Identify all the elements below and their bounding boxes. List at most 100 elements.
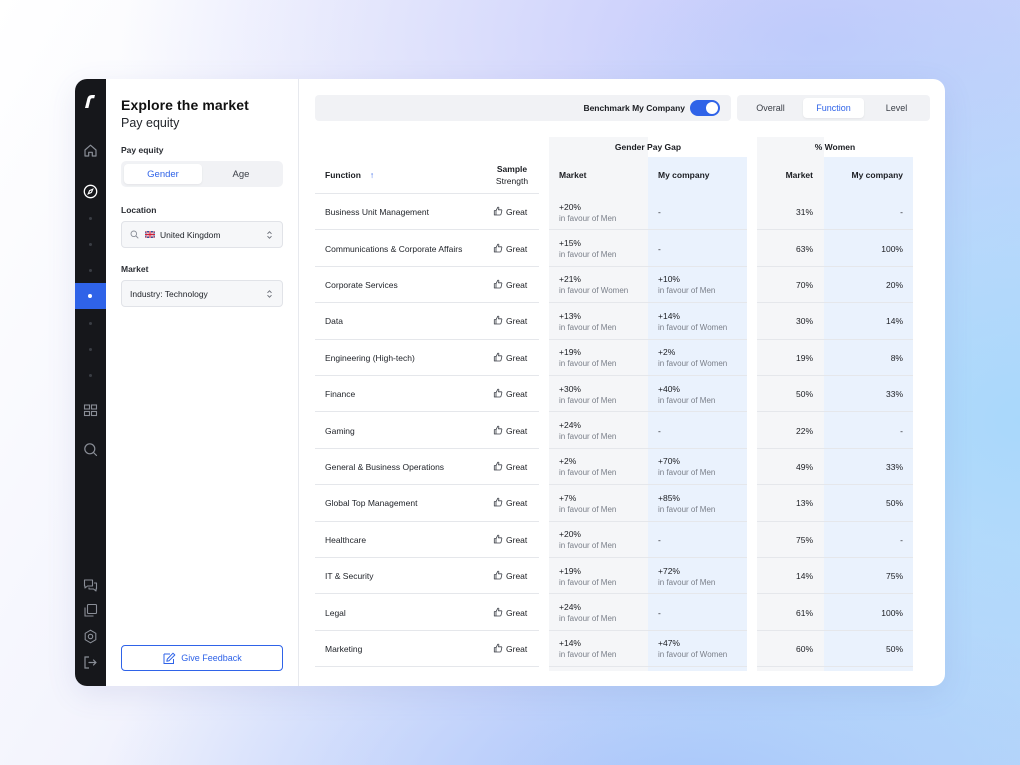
gap-market-cell: +19% in favour of Men — [559, 340, 644, 376]
give-feedback-label: Give Feedback — [181, 653, 242, 663]
strength-label: Great — [506, 243, 528, 254]
table-row[interactable]: Data Great +13% in favour of Men +14% in favo… — [315, 303, 915, 340]
thumbs-up-icon — [493, 461, 503, 473]
function-name: Business Unit Management — [325, 207, 429, 218]
thumbs-up-icon — [493, 243, 503, 255]
nav-dot[interactable] — [89, 348, 92, 351]
table-row[interactable]: Legal Great +24% in favour of Men - 61% 100% — [315, 594, 915, 631]
gap-market-note: in favour of Men — [559, 250, 617, 260]
sort-ascending-icon[interactable]: ↑ — [369, 170, 375, 180]
gap-company-cell: +14% in favour of Women — [658, 303, 744, 339]
gap-market-cell: +13% in favour of Men — [559, 303, 644, 339]
gap-company-cell: - — [658, 230, 744, 266]
market-label: Market — [121, 264, 149, 274]
benchmark-toggle[interactable] — [690, 100, 720, 116]
view-tabs: Overall Function Level — [737, 95, 930, 121]
nav-dot[interactable] — [89, 322, 92, 325]
table-row[interactable]: Business Unit Management Great +20% in favo… — [315, 194, 915, 231]
market-select[interactable]: Industry: Technology — [121, 280, 283, 307]
gap-company-value: +47% — [658, 638, 680, 649]
function-name: Legal — [325, 607, 346, 618]
table-row[interactable]: Communications & Corporate Affairs Great +… — [315, 230, 915, 267]
gap-market-value: +19% — [559, 347, 581, 358]
gap-company-cell: +85% in favour of Men — [658, 485, 744, 521]
table-row[interactable]: IT & Security Great +19% in favour of Men +7… — [315, 558, 915, 595]
table-row[interactable]: Engineering (High-tech) Great +19% in favou… — [315, 340, 915, 376]
segment-gender[interactable]: Gender — [124, 164, 202, 184]
women-market-cell: 30% — [795, 316, 813, 327]
gap-market-note: in favour of Men — [559, 650, 617, 660]
compass-icon[interactable] — [82, 183, 99, 200]
main-content: Benchmark My Company Overall Function Le… — [299, 79, 945, 686]
gap-company-cell: - — [658, 522, 744, 558]
gap-company-value: - — [658, 243, 661, 254]
sample-strength: Great — [493, 485, 543, 521]
gap-market-cell: +19% in favour of Men — [559, 558, 644, 594]
tab-level[interactable]: Level — [885, 103, 908, 113]
women-market-header: Market — [785, 170, 813, 180]
women-company-cell: 100% — [881, 243, 903, 254]
gap-company-cell: +47% in favour of Women — [658, 631, 744, 667]
nav-item-active[interactable] — [75, 283, 106, 309]
function-name: Global Top Management — [325, 498, 418, 509]
strength-label: Great — [506, 425, 528, 436]
segment-age[interactable]: Age — [232, 168, 250, 180]
gap-market-value: +15% — [559, 238, 581, 249]
women-company-cell: 20% — [885, 279, 903, 290]
sample-strength: Great — [493, 449, 543, 485]
give-feedback-button[interactable]: Give Feedback — [121, 645, 283, 671]
strength-label: Great — [506, 461, 528, 472]
nav-dot[interactable] — [89, 217, 92, 220]
tab-overall[interactable]: Overall — [756, 103, 785, 113]
gap-company-value: +10% — [658, 274, 680, 285]
table-row[interactable]: Healthcare Great +20% in favour of Men - 75% - — [315, 522, 915, 558]
thumbs-up-icon — [493, 315, 503, 327]
copy-icon[interactable] — [82, 602, 99, 619]
benchmark-bar: Benchmark My Company — [315, 95, 731, 121]
grid-icon[interactable] — [82, 402, 99, 419]
settings-icon[interactable] — [82, 628, 99, 645]
search-icon[interactable] — [82, 441, 99, 458]
nav-dot[interactable] — [89, 269, 92, 272]
location-select[interactable]: United Kingdom — [121, 221, 283, 248]
nav-dot[interactable] — [89, 374, 92, 377]
strength-label: Great — [506, 571, 528, 582]
gap-market-cell: +15% in favour of Men — [559, 230, 644, 266]
gap-market-value: +21% — [559, 274, 581, 285]
gender-age-toggle: Gender Age — [121, 161, 283, 187]
logout-icon[interactable] — [82, 654, 99, 671]
tab-function[interactable]: Function — [803, 98, 864, 118]
gap-company-cell: +40% in favour of Men — [658, 376, 744, 412]
gap-market-cell: +24% in favour of Men — [559, 594, 644, 630]
gap-company-note: in favour of Men — [658, 468, 716, 478]
table-row[interactable]: Finance Great +30% in favour of Men +40% in f… — [315, 376, 915, 413]
table-row[interactable]: Global Top Management Great +7% in favour o… — [315, 485, 915, 522]
gap-market-note: in favour of Men — [559, 213, 617, 223]
gap-market-note: in favour of Men — [559, 432, 617, 442]
function-name: Gaming — [325, 425, 355, 436]
gap-company-value: - — [658, 607, 661, 618]
table-row[interactable]: Marketing Great +14% in favour of Men +47% in… — [315, 631, 915, 668]
women-market-cell: 14% — [795, 571, 813, 582]
table-row[interactable]: Gaming Great +24% in favour of Men - 22% - — [315, 412, 915, 449]
chevron-updown-icon — [267, 290, 272, 298]
gap-company-note: in favour of Men — [658, 286, 716, 296]
women-company-cell: 50% — [885, 498, 903, 509]
gap-company-value: +14% — [658, 310, 680, 321]
women-company-cell: 50% — [885, 643, 903, 654]
function-name: Marketing — [325, 643, 363, 654]
table-row[interactable]: General & Business Operations Great +2% in … — [315, 449, 915, 486]
chat-icon[interactable] — [82, 577, 99, 594]
location-value: United Kingdom — [160, 229, 221, 240]
logo-icon[interactable] — [81, 92, 99, 110]
function-name: Data — [325, 316, 343, 327]
gap-market-value: +19% — [559, 565, 581, 576]
nav-dot[interactable] — [89, 243, 92, 246]
table-row[interactable]: Corporate Services Great +21% in favour of … — [315, 267, 915, 304]
women-company-cell: 8% — [890, 352, 903, 363]
gap-market-value: +24% — [559, 602, 581, 613]
gap-market-cell: +7% in favour of Men — [559, 485, 644, 521]
gap-market-note: in favour of Men — [559, 614, 617, 624]
home-icon[interactable] — [82, 142, 99, 159]
function-column-header[interactable]: Function ↑ — [325, 157, 475, 193]
